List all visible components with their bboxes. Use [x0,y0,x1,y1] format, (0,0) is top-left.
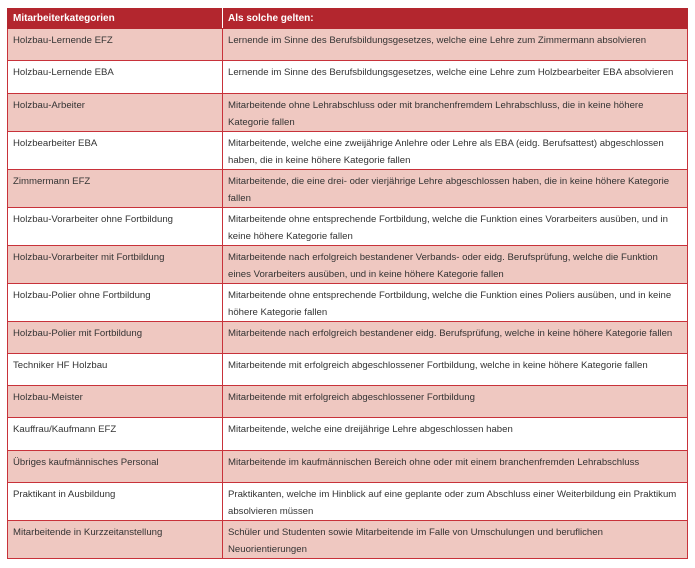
table-row: Holzbau-Vorarbeiter ohne Fortbildung Mita… [7,206,688,246]
definition-cell: Lernende im Sinne des Berufsbildungsgese… [222,27,688,62]
category-cell: Holzbau-Lernende EBA [7,60,223,94]
table-row: Kauffrau/Kaufmann EFZ Mitarbeitende, welc… [7,417,688,451]
table-row: Holzbearbeiter EBA Mitarbeitende, welche … [7,130,688,170]
table-row: Techniker HF Holzbau Mitarbeitende mit er… [7,352,688,387]
table-row: Übriges kaufmännisches Personal Mitarbeit… [7,449,688,484]
definition-cell: Praktikanten, welche im Hinblick auf ein… [222,482,688,522]
table-row: Holzbau-Arbeiter Mitarbeitende ohne Lehra… [7,92,688,132]
category-cell: Holzbau-Vorarbeiter ohne Fortbildung [7,206,223,246]
category-cell: Holzbau-Vorarbeiter mit Fortbildung [7,244,223,284]
category-cell: Praktikant in Ausbildung [7,482,223,522]
category-cell: Zimmermann EFZ [7,168,223,208]
definition-cell: Mitarbeitende mit erfolgreich abgeschlos… [222,352,688,387]
definition-cell: Mitarbeitende im kaufmännischen Bereich … [222,449,688,484]
definition-cell: Mitarbeitende nach erfolgreich bestanden… [222,244,688,284]
category-cell: Übriges kaufmännisches Personal [7,449,223,484]
table-row: Holzbau-Polier ohne Fortbildung Mitarbeit… [7,282,688,322]
category-cell: Kauffrau/Kaufmann EFZ [7,417,223,451]
category-cell: Holzbau-Arbeiter [7,92,223,132]
definition-cell: Mitarbeitende mit erfolgreich abgeschlos… [222,385,688,419]
table-row: Holzbau-Vorarbeiter mit Fortbildung Mitar… [7,244,688,284]
category-cell: Holzbau-Lernende EFZ [7,27,223,62]
category-cell: Holzbau-Polier ohne Fortbildung [7,282,223,322]
category-cell: Mitarbeitende in Kurzzeitanstellung [7,520,223,560]
category-cell: Holzbau-Polier mit Fortbildung [7,320,223,354]
table-header-row: Mitarbeiterkategorien Als solche gelten: [7,8,688,29]
definition-cell: Mitarbeitende, die eine drei- oder vierj… [222,168,688,208]
column-header-definition: Als solche gelten: [222,8,688,29]
employee-categories-table: Mitarbeiterkategorien Als solche gelten:… [7,8,688,560]
definition-cell: Lernende im Sinne des Berufsbildungsgese… [222,60,688,94]
definition-cell: Mitarbeitende ohne Lehrabschluss oder mi… [222,92,688,132]
category-cell: Holzbau-Meister [7,385,223,419]
category-cell: Holzbearbeiter EBA [7,130,223,170]
table-row: Holzbau-Lernende EFZ Lernende im Sinne de… [7,27,688,62]
definition-cell: Schüler und Studenten sowie Mitarbeitend… [222,520,688,560]
definition-cell: Mitarbeitende ohne entsprechende Fortbil… [222,206,688,246]
definition-cell: Mitarbeitende nach erfolgreich bestanden… [222,320,688,354]
table-row: Mitarbeitende in Kurzzeitanstellung Schül… [7,520,688,560]
definition-cell: Mitarbeitende ohne entsprechende Fortbil… [222,282,688,322]
table-row: Zimmermann EFZ Mitarbeitende, die eine dr… [7,168,688,208]
table-row: Holzbau-Lernende EBA Lernende im Sinne de… [7,60,688,94]
definition-cell: Mitarbeitende, welche eine zweijährige A… [222,130,688,170]
table-row: Praktikant in Ausbildung Praktikanten, we… [7,482,688,522]
table-row: Holzbau-Meister Mitarbeitende mit erfolgr… [7,385,688,419]
column-header-category: Mitarbeiterkategorien [7,8,223,29]
category-cell: Techniker HF Holzbau [7,352,223,387]
table-row: Holzbau-Polier mit Fortbildung Mitarbeite… [7,320,688,354]
definition-cell: Mitarbeitende, welche eine dreijährige L… [222,417,688,451]
